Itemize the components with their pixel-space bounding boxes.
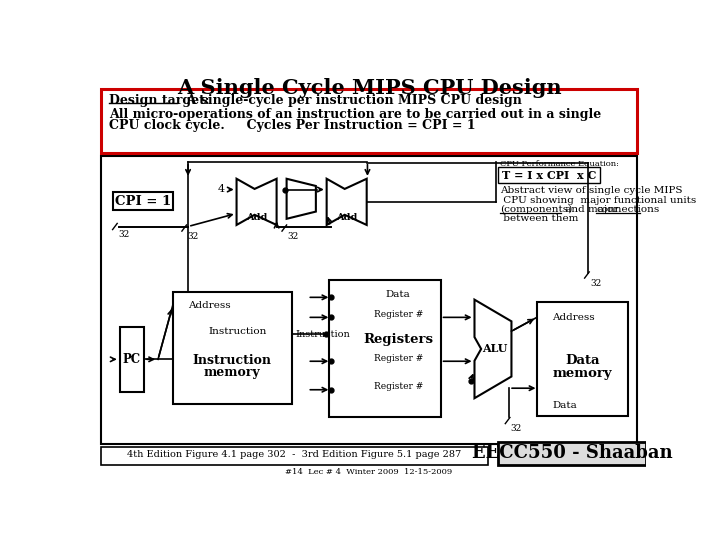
Text: A single-cycle per instruction MIPS CPU design: A single-cycle per instruction MIPS CPU … [178,94,522,107]
Text: Data: Data [386,289,410,299]
Text: Data: Data [565,354,600,367]
Text: Instruction: Instruction [193,354,272,367]
Text: (components): (components) [500,205,572,214]
Text: 4: 4 [218,184,225,194]
Bar [120,327,144,392]
Text: #14  Lec # 4  Winter 2009  12-15-2009: #14 Lec # 4 Winter 2009 12-15-2009 [285,468,453,476]
Bar [101,447,487,465]
Text: Add: Add [246,213,267,221]
Text: Design target:: Design target: [109,94,210,107]
Text: Instruction: Instruction [295,330,350,340]
Text: Instruction: Instruction [209,327,267,335]
Text: CPI = 1: CPI = 1 [115,195,171,208]
Text: connections: connections [596,205,660,214]
Text: memory: memory [552,367,612,380]
Text: 32: 32 [187,232,199,241]
Bar [537,302,628,416]
Text: Data: Data [552,401,577,409]
Text: EECC550 - Shaaban: EECC550 - Shaaban [472,444,672,462]
Text: Register #: Register # [374,354,423,362]
Bar [329,280,441,417]
Text: memory: memory [204,366,261,379]
Text: Add: Add [336,213,357,221]
Text: 32: 32 [590,279,601,288]
Bar [101,90,637,153]
Bar [498,442,647,465]
Text: between them: between them [500,214,578,223]
Bar [101,156,637,444]
Bar [498,167,600,183]
Text: CPU Performance Equation:: CPU Performance Equation: [500,159,619,167]
Text: and major: and major [562,205,621,214]
Bar [173,292,292,403]
Text: CPU showing  major functional units: CPU showing major functional units [500,195,696,205]
Text: Register #: Register # [374,382,423,391]
Text: Address: Address [188,301,230,310]
Text: Address: Address [552,313,595,322]
Text: PC: PC [123,353,141,366]
Text: 32: 32 [118,231,129,239]
Text: 4th Edition Figure 4.1 page 302  -  3rd Edition Figure 5.1 page 287: 4th Edition Figure 4.1 page 302 - 3rd Ed… [127,450,462,459]
Text: Abstract view of single cycle MIPS: Abstract view of single cycle MIPS [500,186,683,195]
Text: 32: 32 [287,232,299,241]
Text: All micro-operations of an instruction are to be carried out in a single: All micro-operations of an instruction a… [109,108,601,121]
Text: CPU clock cycle.     Cycles Per Instruction = CPI = 1: CPU clock cycle. Cycles Per Instruction … [109,119,475,132]
Text: Registers: Registers [363,333,433,346]
Bar [113,192,174,211]
Text: Register #: Register # [374,309,423,319]
Text: T = I x CPI  x C: T = I x CPI x C [502,170,596,180]
Text: ALU: ALU [482,343,508,354]
Text: 32: 32 [510,424,522,434]
Text: A Single Cycle MIPS CPU Design: A Single Cycle MIPS CPU Design [176,78,562,98]
